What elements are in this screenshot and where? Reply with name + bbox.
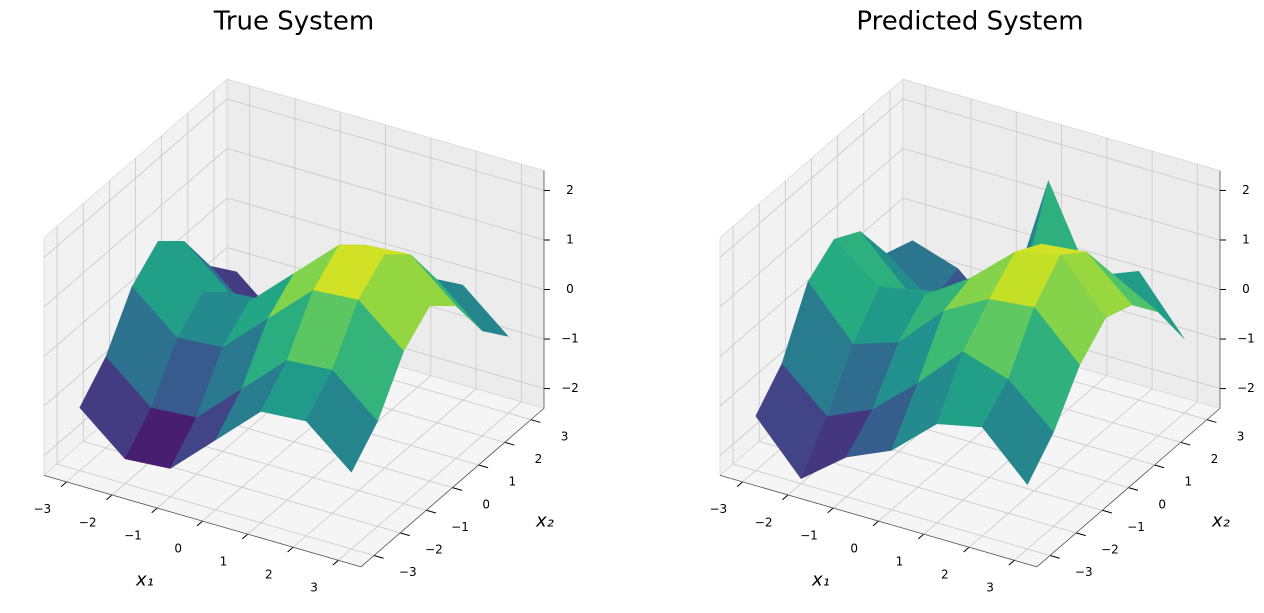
z-tick-label: −1 [1237, 332, 1255, 346]
z-tick-label: 0 [566, 282, 574, 296]
y-tick-label: 2 [1211, 452, 1219, 466]
z-tick-label: −2 [1237, 381, 1255, 395]
grid-line [226, 98, 545, 191]
tick-mark [1076, 532, 1086, 537]
surface-patch [981, 379, 1054, 486]
tick-mark [1008, 559, 1015, 566]
x-tick-label: −3 [34, 502, 52, 516]
grid-line [719, 98, 904, 258]
grid-line [732, 463, 1051, 556]
grid-line [43, 98, 228, 258]
surface-patch [305, 369, 378, 473]
tick-mark [736, 481, 743, 488]
y-axis-label: x₂ [1211, 510, 1230, 531]
grid-line [226, 197, 545, 290]
y-tick-label: −3 [399, 565, 417, 579]
z-tick-label: 1 [566, 232, 574, 246]
x-axis-label: x₁ [811, 569, 830, 590]
z-tick-label: 0 [1242, 282, 1250, 296]
y-tick-label: −1 [451, 520, 469, 534]
x-tick-label: 2 [941, 568, 949, 582]
x-tick-label: 3 [986, 581, 994, 595]
tick-mark [1128, 487, 1139, 491]
grid-line [226, 148, 545, 241]
x-tick-label: 2 [265, 568, 273, 582]
y-tick-label: −2 [1101, 543, 1119, 557]
z-tick-label: 1 [1242, 232, 1250, 246]
y-tick-label: 3 [1237, 429, 1245, 443]
z-tick-label: 2 [1242, 183, 1250, 197]
tick-mark [400, 532, 410, 537]
grid-line [43, 197, 228, 357]
tick-mark [872, 520, 879, 527]
y-tick-label: −1 [1127, 520, 1145, 534]
tick-mark [332, 559, 339, 566]
y-tick-label: 0 [482, 497, 490, 511]
x-tick-label: −1 [124, 528, 142, 542]
tick-mark [373, 555, 384, 559]
y-axis-label: x₂ [535, 510, 554, 531]
y-tick-label: −3 [1075, 565, 1093, 579]
tick-mark [827, 507, 834, 514]
y-tick-label: −2 [425, 543, 443, 557]
tick-mark [963, 546, 970, 553]
tick-mark [1102, 509, 1112, 514]
z-tick-label: −1 [561, 332, 579, 346]
tick-mark [782, 494, 789, 501]
y-axis-line [1036, 408, 1221, 568]
y-axis-line [360, 408, 545, 568]
grid-line [43, 148, 228, 308]
tick-mark [1049, 555, 1060, 559]
x-tick-label: −1 [800, 528, 818, 542]
tick-mark [1180, 441, 1191, 446]
tick-mark [241, 533, 249, 540]
x-axis-line [43, 474, 362, 568]
x-tick-label: 1 [896, 555, 904, 569]
x-tick-label: −2 [79, 515, 97, 529]
tick-mark [151, 507, 158, 514]
tick-mark [106, 494, 113, 501]
x-tick-label: 3 [310, 581, 318, 595]
x-axis-line [719, 474, 1038, 568]
subplot: Predicted System −3 −2 −1 0 1 2 3 −3 −2 −1 0 1 2 3 −2 −1… [710, 7, 1255, 595]
tick-mark [287, 546, 294, 553]
grid-line [902, 98, 1221, 191]
grid-line [56, 463, 375, 556]
x-tick-label: 0 [850, 541, 858, 555]
tick-mark [196, 520, 203, 527]
tick-mark [478, 464, 489, 469]
tick-mark [1206, 419, 1217, 423]
subplot: True System −3 −2 −1 0 1 2 3 −3 −2 −1 0 1 2 3 −2 −1 0 1 2 x₁… [34, 7, 579, 595]
tick-mark [917, 533, 925, 540]
z-tick-label: −2 [561, 381, 579, 395]
tick-mark [426, 509, 436, 514]
grid-line [902, 148, 1221, 241]
tick-mark [452, 487, 463, 491]
x-axis-label: x₁ [135, 569, 154, 590]
subplot-title: Predicted System [856, 7, 1083, 37]
tick-mark [530, 419, 541, 423]
tick-mark [1154, 464, 1165, 469]
x-tick-label: −2 [755, 515, 773, 529]
tick-mark [60, 481, 67, 488]
z-tick-label: 2 [566, 183, 574, 197]
x-tick-label: 0 [174, 541, 182, 555]
y-tick-label: 1 [1184, 475, 1192, 489]
y-tick-label: 3 [561, 429, 569, 443]
x-tick-label: 1 [220, 555, 228, 569]
x-tick-label: −3 [710, 502, 728, 516]
tick-mark [504, 441, 515, 446]
y-tick-label: 1 [508, 475, 516, 489]
y-tick-label: 2 [535, 452, 543, 466]
grid-line [719, 148, 904, 308]
subplot-title: True System [213, 7, 374, 37]
y-tick-label: 0 [1158, 497, 1166, 511]
